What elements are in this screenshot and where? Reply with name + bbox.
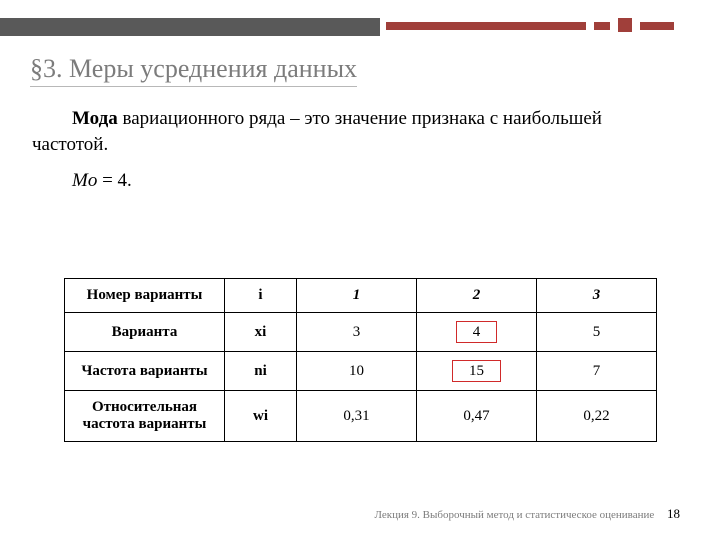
definition-text: Мода вариационного ряда – это значение п…: [32, 106, 680, 157]
cell: 0,47: [417, 391, 537, 442]
row-symbol: xi: [225, 313, 297, 352]
formula-eq: =: [97, 170, 117, 191]
row-label: Относительная частота варианты: [65, 391, 225, 442]
maroon-square: [618, 18, 632, 32]
cell-highlight: 15: [417, 352, 537, 391]
cell: 3: [297, 313, 417, 352]
cell: 5: [537, 313, 657, 352]
table-row: Частота варианты ni 10 15 7: [65, 352, 657, 391]
row-label: Частота варианты: [65, 352, 225, 391]
frequency-table: Номер варианты i 1 2 3 Варианта xi 3 4 5…: [64, 278, 656, 442]
cell-highlight: 4: [417, 313, 537, 352]
page-number: 18: [667, 506, 680, 521]
decorative-top-bar: [0, 18, 720, 36]
grey-block: [0, 18, 380, 36]
definition-body: вариационного ряда – это значение призна…: [32, 108, 602, 155]
maroon-segment-1: [594, 22, 610, 30]
row-label: Варианта: [65, 313, 225, 352]
formula-rhs: 4.: [118, 170, 132, 191]
row-symbol: wi: [225, 391, 297, 442]
row-symbol: i: [225, 279, 297, 313]
cell: 7: [537, 352, 657, 391]
highlight-box: 15: [452, 360, 501, 382]
formula-lhs: Mo: [72, 170, 97, 191]
cell: 0,31: [297, 391, 417, 442]
table-row: Относительная частота варианты wi 0,31 0…: [65, 391, 657, 442]
row-symbol: ni: [225, 352, 297, 391]
maroon-strip: [386, 22, 586, 30]
table-row: Варианта xi 3 4 5: [65, 313, 657, 352]
definition-term: Мода: [72, 108, 118, 129]
footer: Лекция 9. Выборочный метод и статистичес…: [374, 506, 680, 522]
mode-formula: Mo = 4.: [72, 170, 132, 192]
cell: 0,22: [537, 391, 657, 442]
footer-text: Лекция 9. Выборочный метод и статистичес…: [374, 509, 654, 521]
cell: 10: [297, 352, 417, 391]
col-header: 3: [537, 279, 657, 313]
section-heading: §3. Меры усреднения данных: [30, 54, 357, 87]
maroon-segment-2: [640, 22, 674, 30]
col-header: 2: [417, 279, 537, 313]
row-label: Номер варианты: [65, 279, 225, 313]
table-row: Номер варианты i 1 2 3: [65, 279, 657, 313]
col-header: 1: [297, 279, 417, 313]
highlight-box: 4: [456, 321, 498, 343]
